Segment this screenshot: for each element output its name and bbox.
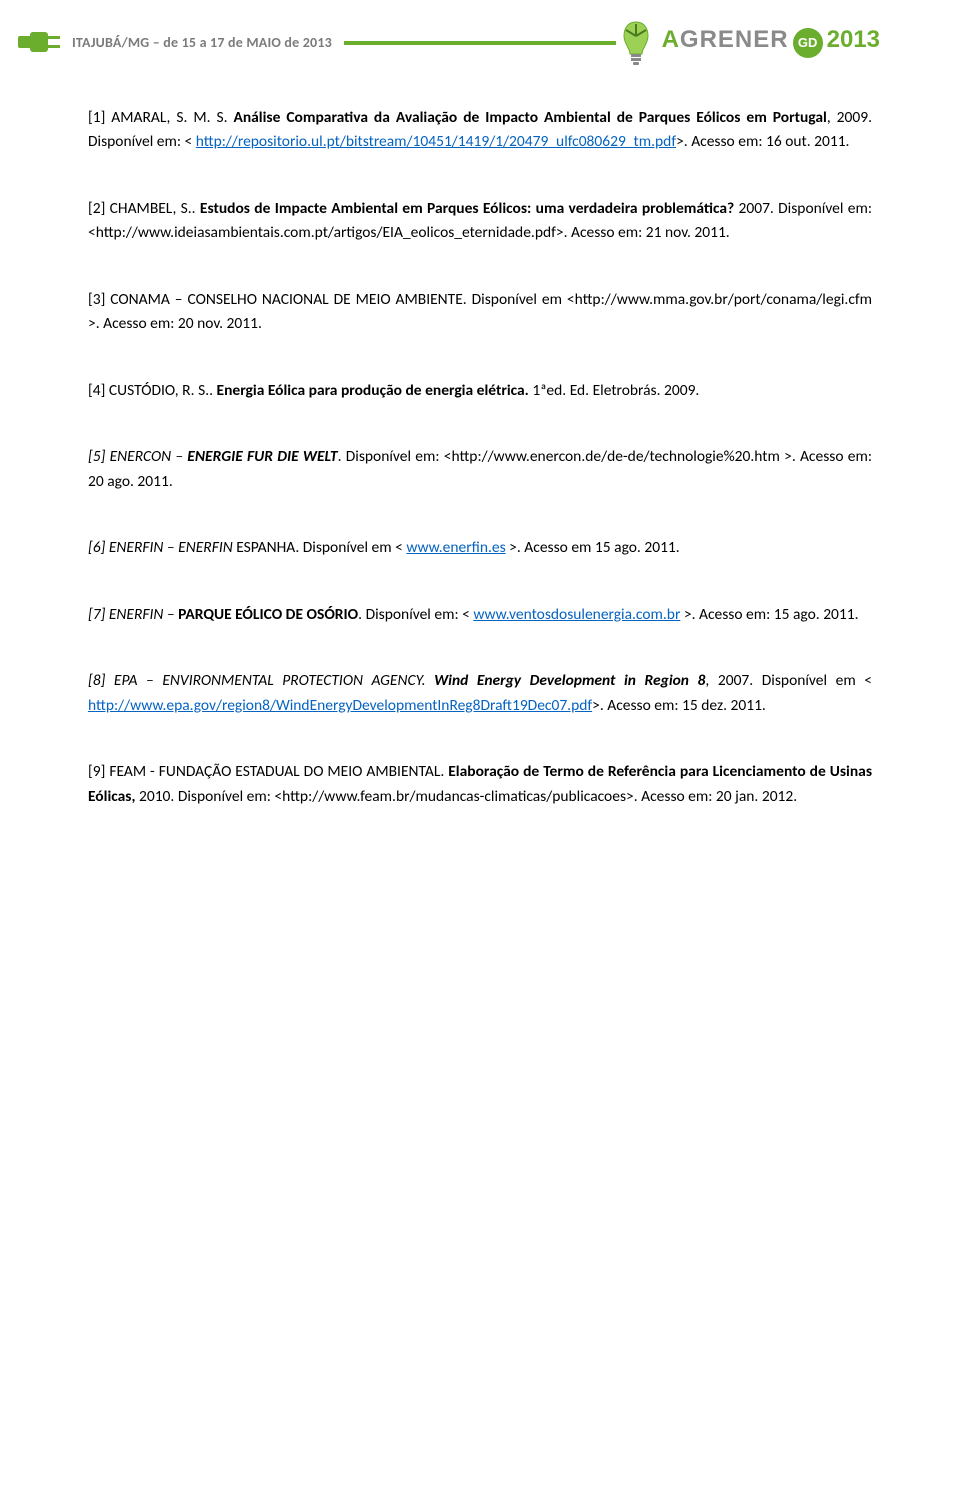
ref-prefix: [4] CUSTÓDIO, R. S.. bbox=[88, 381, 217, 400]
references-content: [1] AMARAL, S. M. S. Análise Comparativa… bbox=[0, 76, 960, 901]
ref-suffix: >. Acesso em: 15 ago. 2011. bbox=[680, 605, 858, 624]
plug-icon bbox=[18, 24, 64, 60]
ref-prefix: [7] ENERFIN – bbox=[88, 605, 178, 624]
ref-title: Análise Comparativa da Avaliação de Impa… bbox=[233, 108, 826, 127]
bulb-turbine-icon bbox=[616, 18, 656, 66]
ref-prefix: [5] ENERCON – bbox=[88, 447, 187, 466]
ref-title: Wind Energy Development in Region 8 bbox=[434, 671, 705, 690]
page-header: ITAJUBÁ/MG – de 15 a 17 de MAIO de 2013 … bbox=[0, 0, 960, 76]
ref-suffix: >. Acesso em 15 ago. 2011. bbox=[506, 538, 680, 557]
ref-link[interactable]: http://repositorio.ul.pt/bitstream/10451… bbox=[196, 132, 676, 151]
ref-title: ENERGIE FUR DIE WELT bbox=[187, 447, 337, 466]
agrener-logo: AGRENER GD 2013 bbox=[662, 26, 880, 58]
ref-prefix: [1] AMARAL, S. M. S. bbox=[88, 108, 233, 127]
header-right: AGRENER GD 2013 bbox=[616, 18, 880, 66]
ref-link[interactable]: http://www.epa.gov/region8/WindEnergyDev… bbox=[88, 696, 592, 715]
reference-item: [8] EPA – ENVIRONMENTAL PROTECTION AGENC… bbox=[88, 669, 872, 718]
agrener-first-letter: A bbox=[662, 26, 680, 53]
reference-item: [7] ENERFIN – PARQUE EÓLICO DE OSÓRIO. D… bbox=[88, 603, 872, 627]
ref-mid: 2010. Disponível em: <http://www.feam.br… bbox=[135, 787, 797, 806]
gd-badge: GD bbox=[793, 28, 823, 58]
ref-suffix: >. Acesso em: 16 out. 2011. bbox=[676, 132, 849, 151]
ref-link[interactable]: www.ventosdosulenergia.com.br bbox=[473, 605, 680, 624]
ref-title: PARQUE EÓLICO DE OSÓRIO bbox=[178, 605, 358, 624]
ref-link[interactable]: www.enerfin.es bbox=[406, 538, 505, 557]
ref-prefix: [9] FEAM - FUNDAÇÃO ESTADUAL DO MEIO AMB… bbox=[88, 762, 448, 781]
ref-prefix: [2] CHAMBEL, S.. bbox=[88, 199, 200, 218]
ref-text: [3] CONAMA – CONSELHO NACIONAL DE MEIO A… bbox=[88, 290, 872, 333]
reference-item: [5] ENERCON – ENERGIE FUR DIE WELT. Disp… bbox=[88, 445, 872, 494]
reference-item: [1] AMARAL, S. M. S. Análise Comparativa… bbox=[88, 106, 872, 155]
reference-item: [2] CHAMBEL, S.. Estudos de Impacte Ambi… bbox=[88, 197, 872, 246]
ref-title: Estudos de Impacte Ambiental em Parques … bbox=[200, 199, 734, 218]
ref-prefix: [6] ENERFIN – ENERFIN bbox=[88, 538, 236, 557]
ref-mid: , 2007. Disponível em < bbox=[705, 671, 872, 690]
event-info-text: ITAJUBÁ/MG – de 15 a 17 de MAIO de 2013 bbox=[72, 34, 332, 51]
ref-plain: ESPANHA. Disponível em < bbox=[236, 538, 406, 557]
agrener-word: AGRENER bbox=[662, 26, 789, 54]
ref-prefix: [8] EPA – ENVIRONMENTAL PROTECTION AGENC… bbox=[88, 671, 434, 690]
ref-mid: 1ªed. Ed. Eletrobrás. 2009. bbox=[529, 381, 700, 400]
header-left: ITAJUBÁ/MG – de 15 a 17 de MAIO de 2013 bbox=[18, 24, 616, 60]
ref-mid: . Disponível em: < bbox=[358, 605, 473, 624]
header-separator-line-wrap bbox=[344, 41, 616, 43]
reference-item: [3] CONAMA – CONSELHO NACIONAL DE MEIO A… bbox=[88, 288, 872, 337]
reference-item: [6] ENERFIN – ENERFIN ESPANHA. Disponíve… bbox=[88, 536, 872, 560]
logo-year: 2013 bbox=[827, 26, 880, 54]
ref-title: Energia Eólica para produção de energia … bbox=[217, 381, 529, 400]
agrener-rest: GRENER bbox=[680, 26, 789, 53]
header-separator-line bbox=[344, 41, 616, 45]
ref-suffix: >. Acesso em: 15 dez. 2011. bbox=[592, 696, 766, 715]
reference-item: [4] CUSTÓDIO, R. S.. Energia Eólica para… bbox=[88, 379, 872, 403]
reference-item: [9] FEAM - FUNDAÇÃO ESTADUAL DO MEIO AMB… bbox=[88, 760, 872, 809]
